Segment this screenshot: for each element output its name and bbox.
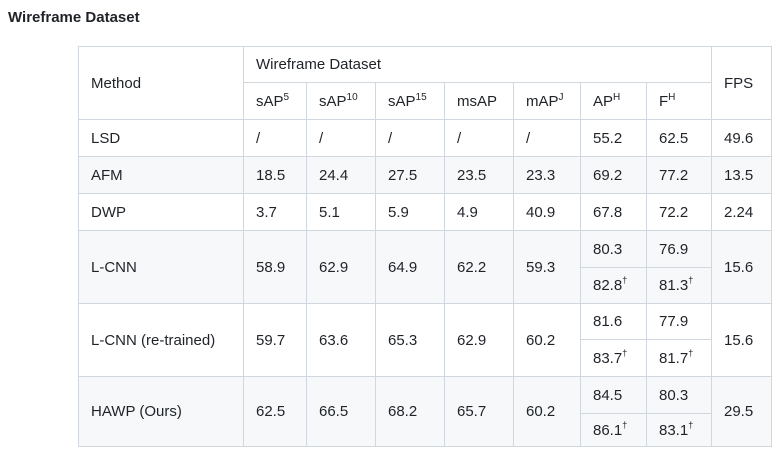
- cell-sap5: 59.7: [243, 303, 307, 377]
- cell-msap: 62.9: [444, 303, 514, 377]
- cell-mapj: 59.3: [513, 230, 581, 304]
- header-group: Wireframe Dataset: [243, 46, 712, 83]
- cell-sap5: 3.7: [243, 193, 307, 231]
- cell-method: AFM: [78, 156, 244, 194]
- table-subrow-lcnn-retrained: 83.7† 81.7†: [79, 339, 772, 377]
- cell-fh-retrained: 81.7†: [646, 339, 712, 377]
- cell-mapj: 40.9: [513, 193, 581, 231]
- cell-aph-retrained: 82.8†: [580, 267, 647, 304]
- table-subrow-hawp: 86.1† 83.1†: [79, 413, 772, 447]
- cell-aph-retrained: 83.7†: [580, 339, 647, 377]
- cell-msap: /: [444, 119, 514, 157]
- cell-sap10: 66.5: [306, 376, 376, 447]
- cell-msap: 23.5: [444, 156, 514, 194]
- header-mapj: mAPJ: [513, 82, 581, 120]
- cell-sap10: 5.1: [306, 193, 376, 231]
- cell-mapj: 60.2: [513, 303, 581, 377]
- cell-msap: 4.9: [444, 193, 514, 231]
- cell-sap15: 65.3: [375, 303, 445, 377]
- cell-aph: 80.3: [580, 230, 647, 268]
- cell-fh: 62.5: [646, 119, 712, 157]
- cell-mapj: 60.2: [513, 376, 581, 447]
- table-row-hawp: HAWP (Ours) 62.5 66.5 68.2 65.7 60.2 84.…: [78, 376, 772, 447]
- cell-sap15: 68.2: [375, 376, 445, 447]
- section-heading: Wireframe Dataset: [8, 9, 140, 26]
- header-msap: msAP: [444, 82, 514, 120]
- cell-sap10: 24.4: [306, 156, 376, 194]
- table-row-dwp: DWP 3.7 5.1 5.9 4.9 40.9 67.8 72.2 2.24: [78, 193, 772, 231]
- cell-sap10: /: [306, 119, 376, 157]
- cell-sap5: 62.5: [243, 376, 307, 447]
- header-fh: FH: [646, 82, 712, 120]
- cell-sap10: 62.9: [306, 230, 376, 304]
- table-subrow-lcnn: 82.8† 81.3†: [79, 267, 772, 304]
- cell-method: HAWP (Ours): [78, 376, 244, 447]
- cell-aph: 55.2: [580, 119, 647, 157]
- dagger-mark: †: [622, 347, 628, 358]
- cell-aph: 84.5: [580, 376, 647, 414]
- header-row-1: Method Wireframe Dataset FPS: [78, 46, 772, 120]
- dagger-mark: †: [688, 347, 694, 358]
- table-row-afm: AFM 18.5 24.4 27.5 23.5 23.3 69.2 77.2 1…: [78, 156, 772, 194]
- table-row-lcnn-retrained: L-CNN (re-trained) 59.7 63.6 65.3 62.9 6…: [78, 303, 772, 377]
- cell-msap: 62.2: [444, 230, 514, 304]
- dagger-mark: †: [622, 419, 628, 430]
- table-row-lcnn: L-CNN 58.9 62.9 64.9 62.2 59.3 80.3 76.9…: [78, 230, 772, 304]
- header-sap5: sAP5: [243, 82, 307, 120]
- cell-fh-retrained: 81.3†: [646, 267, 712, 304]
- cell-fps: 13.5: [711, 156, 772, 194]
- header-row-2: sAP5 sAP10 sAP15 msAP mAPJ APH FH: [79, 82, 772, 120]
- cell-sap15: 5.9: [375, 193, 445, 231]
- header-fps: FPS: [711, 46, 772, 120]
- cell-fps: 15.6: [711, 230, 772, 304]
- cell-mapj: 23.3: [513, 156, 581, 194]
- cell-sap15: /: [375, 119, 445, 157]
- cell-mapj: /: [513, 119, 581, 157]
- cell-fh: 72.2: [646, 193, 712, 231]
- cell-method: DWP: [78, 193, 244, 231]
- cell-fh: 77.9: [646, 303, 712, 340]
- cell-fh: 76.9: [646, 230, 712, 268]
- cell-fh: 80.3: [646, 376, 712, 414]
- cell-sap15: 27.5: [375, 156, 445, 194]
- header-method: Method: [78, 46, 244, 120]
- cell-method: L-CNN: [78, 230, 244, 304]
- table-row-lsd: LSD / / / / / 55.2 62.5 49.6: [78, 119, 772, 157]
- dagger-mark: †: [688, 419, 694, 430]
- cell-sap5: /: [243, 119, 307, 157]
- cell-aph: 67.8: [580, 193, 647, 231]
- cell-sap5: 58.9: [243, 230, 307, 304]
- cell-method: LSD: [78, 119, 244, 157]
- cell-sap10: 63.6: [306, 303, 376, 377]
- cell-fh: 77.2: [646, 156, 712, 194]
- cell-aph: 81.6: [580, 303, 647, 340]
- cell-sap5: 18.5: [243, 156, 307, 194]
- header-aph: APH: [580, 82, 647, 120]
- dagger-mark: †: [688, 275, 694, 285]
- dagger-mark: †: [622, 275, 628, 285]
- cell-fps: 49.6: [711, 119, 772, 157]
- cell-fps: 2.24: [711, 193, 772, 231]
- cell-aph-retrained: 86.1†: [580, 413, 647, 447]
- header-sap15: sAP15: [375, 82, 445, 120]
- cell-aph: 69.2: [580, 156, 647, 194]
- cell-sap15: 64.9: [375, 230, 445, 304]
- cell-method: L-CNN (re-trained): [78, 303, 244, 377]
- cell-fps: 29.5: [711, 376, 772, 447]
- cell-fh-retrained: 83.1†: [646, 413, 712, 447]
- cell-msap: 65.7: [444, 376, 514, 447]
- results-table: Method Wireframe Dataset FPS sAP5 sAP10 …: [78, 46, 772, 447]
- header-sap10: sAP10: [306, 82, 376, 120]
- cell-fps: 15.6: [711, 303, 772, 377]
